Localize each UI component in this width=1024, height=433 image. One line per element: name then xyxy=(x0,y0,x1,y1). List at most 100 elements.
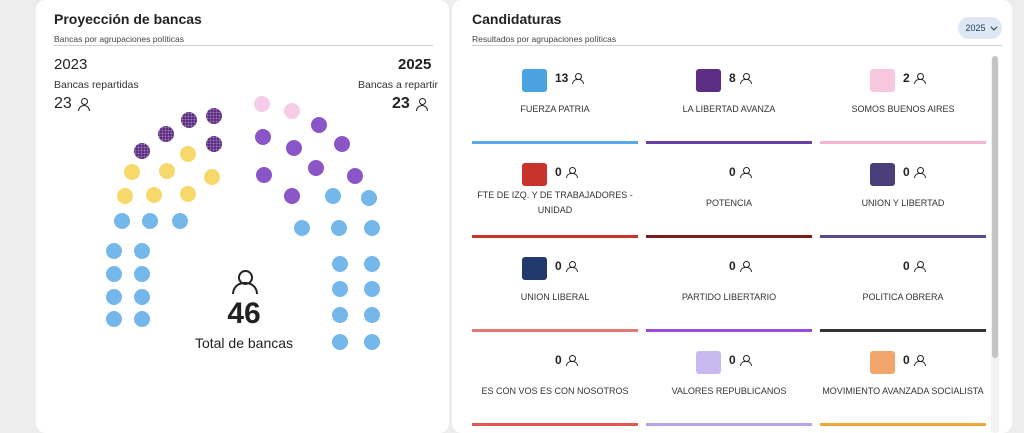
person-icon xyxy=(739,354,752,366)
seat-dot-celeste xyxy=(332,334,348,350)
party-card[interactable]: 13 FUERZA PATRIA xyxy=(472,56,638,144)
seat-dot-celeste xyxy=(364,256,380,272)
party-name: SOMOS BUENOS AIRES xyxy=(851,104,955,114)
value-next-number: 23 xyxy=(392,95,410,112)
party-seat-count-number: 13 xyxy=(555,71,569,85)
person-icon xyxy=(415,97,428,111)
seat-dot-celeste xyxy=(361,190,377,206)
party-seat-count: 0 xyxy=(903,353,926,367)
seat-dot-celeste xyxy=(325,188,341,204)
party-name: POLITICA OBRERA xyxy=(862,292,944,302)
party-seat-count: 0 xyxy=(729,259,752,273)
party-seat-count-number: 0 xyxy=(729,353,736,367)
party-card[interactable]: 0 POLITICA OBRERA xyxy=(820,244,986,332)
person-icon xyxy=(565,166,578,178)
seat-dot-libertad-avanza xyxy=(206,136,222,152)
party-card[interactable]: 0 UNION Y LIBERTAD xyxy=(820,150,986,238)
party-color-bar xyxy=(472,235,638,238)
party-card[interactable]: 0 FTE DE IZQ. Y DE TRABAJADORES - UNIDAD xyxy=(472,150,638,238)
seat-dot-rosa xyxy=(254,96,270,112)
seat-dot-celeste xyxy=(134,289,150,305)
party-seat-count-number: 0 xyxy=(555,353,562,367)
fuerza-patria-logo-icon xyxy=(522,69,547,92)
party-card[interactable]: 0 UNION LIBERAL xyxy=(472,244,638,332)
party-seat-count-number: 0 xyxy=(903,165,910,179)
seat-dot-celeste xyxy=(172,213,188,229)
year-prev: 2023 xyxy=(54,56,88,73)
seat-dot-morado xyxy=(286,140,302,156)
party-seat-count: 0 xyxy=(903,259,926,273)
lla-logo-icon xyxy=(696,69,721,92)
party-seat-count: 2 xyxy=(903,71,926,85)
label-prev: Bancas repartidas xyxy=(54,79,139,91)
party-seat-count: 0 xyxy=(903,165,926,179)
seat-dot-libertad-avanza xyxy=(158,126,174,142)
somos-logo-icon xyxy=(870,69,895,92)
party-card[interactable]: 0 ES CON VOS ES CON NOSOTROS xyxy=(472,338,638,426)
mas-logo-icon xyxy=(870,351,895,374)
party-seat-count-number: 8 xyxy=(729,71,736,85)
seat-dot-celeste xyxy=(364,334,380,350)
party-seat-count-number: 0 xyxy=(729,165,736,179)
seat-dot-rosa xyxy=(284,103,300,119)
candidacies-card: Candidaturas Resultados por agrupaciones… xyxy=(452,0,1012,433)
seat-dot-amarillo xyxy=(180,186,196,202)
seat-dot-celeste xyxy=(364,220,380,236)
person-icon xyxy=(913,166,926,178)
party-seat-count: 0 xyxy=(555,259,578,273)
value-prev: 23 xyxy=(54,95,90,113)
seat-dot-celeste xyxy=(331,220,347,236)
seat-dot-amarillo xyxy=(146,187,162,203)
seat-dot-celeste xyxy=(134,243,150,259)
scrollbar-thumb[interactable] xyxy=(992,56,998,358)
divider xyxy=(54,45,433,46)
seat-dot-libertad-avanza xyxy=(134,143,150,159)
party-name: POTENCIA xyxy=(705,198,752,208)
party-seat-count-number: 2 xyxy=(903,71,910,85)
party-color-bar xyxy=(820,329,986,332)
party-seat-count-number: 0 xyxy=(555,259,562,273)
party-seat-count: 8 xyxy=(729,71,752,85)
seat-dot-celeste xyxy=(106,266,122,282)
seat-dot-morado xyxy=(308,160,324,176)
chevron-down-icon xyxy=(989,23,997,31)
seat-dot-amarillo xyxy=(180,146,196,162)
party-color-bar xyxy=(472,141,638,144)
person-icon xyxy=(913,260,926,272)
seat-dot-libertad-avanza xyxy=(206,108,222,124)
seat-dot-morado xyxy=(347,168,363,184)
year-select[interactable]: 2025 xyxy=(958,17,1002,39)
potencia-logo-icon xyxy=(696,163,721,186)
party-card[interactable]: 0 POTENCIA xyxy=(646,150,812,238)
party-name: UNION LIBERAL xyxy=(520,292,590,302)
seat-projection-subtitle: Bancas por agrupaciones políticas xyxy=(54,34,184,44)
person-icon xyxy=(739,166,752,178)
label-next: Bancas a repartir xyxy=(358,79,438,91)
person-icon xyxy=(739,72,752,84)
party-card[interactable]: 0 VALORES REPUBLICANOS xyxy=(646,338,812,426)
party-seat-count-number: 0 xyxy=(903,353,910,367)
party-seat-count-number: 0 xyxy=(555,165,562,179)
seat-dot-celeste xyxy=(114,213,130,229)
person-icon xyxy=(913,72,926,84)
person-icon xyxy=(232,270,258,294)
party-seat-count: 0 xyxy=(555,165,578,179)
year-next: 2025 xyxy=(398,56,432,73)
es-con-vos-logo-icon xyxy=(522,351,547,374)
party-color-bar xyxy=(646,423,812,426)
party-name: ES CON VOS ES CON NOSOTROS xyxy=(481,386,629,396)
seat-dot-celeste xyxy=(332,281,348,297)
party-seat-count-number: 0 xyxy=(729,259,736,273)
party-card[interactable]: 2 SOMOS BUENOS AIRES xyxy=(820,56,986,144)
partido-libertario-logo-icon xyxy=(696,257,721,280)
party-card[interactable]: 0 PARTIDO LIBERTARIO xyxy=(646,244,812,332)
total-seats-label: Total de bancas xyxy=(194,335,294,351)
party-name: UNION Y LIBERTAD xyxy=(861,198,945,208)
person-icon xyxy=(565,260,578,272)
scrollbar[interactable] xyxy=(991,56,999,433)
party-card[interactable]: 8 LA LIBERTAD AVANZA xyxy=(646,56,812,144)
divider xyxy=(472,45,1002,46)
seat-dot-celeste xyxy=(134,311,150,327)
party-card[interactable]: 0 MOVIMIENTO AVANZADA SOCIALISTA xyxy=(820,338,986,426)
seat-dot-celeste xyxy=(294,220,310,236)
